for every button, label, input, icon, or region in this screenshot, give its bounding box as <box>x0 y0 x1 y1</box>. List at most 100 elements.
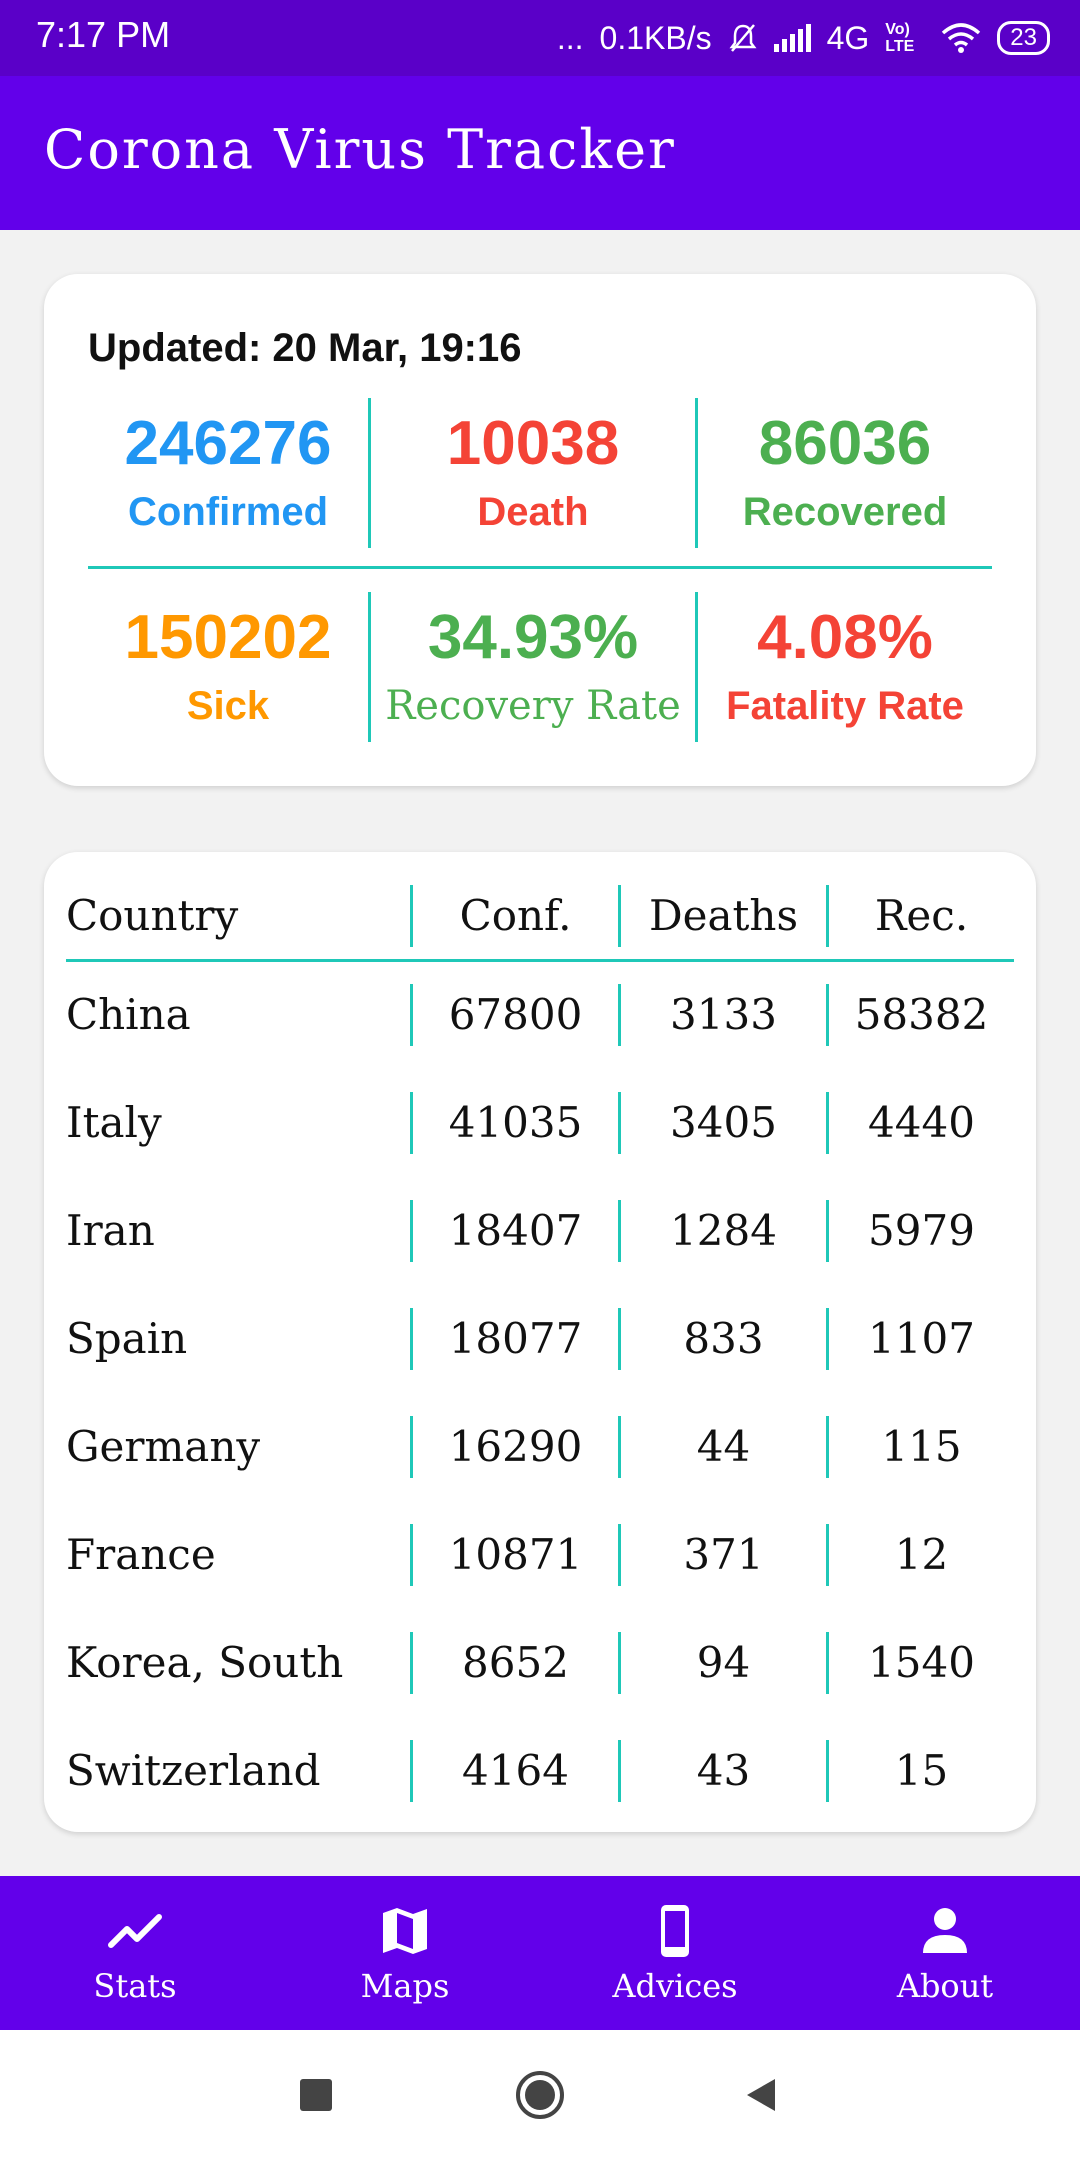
row-country: Switzerland <box>66 1746 321 1795</box>
stat-row-top: 246276 Confirmed 10038 Death 86036 Recov… <box>88 398 992 548</box>
row-country: Italy <box>66 1098 162 1147</box>
sick-label: Sick <box>186 684 270 728</box>
row-recovered: 115 <box>826 1416 1014 1478</box>
status-dots: ... <box>556 19 584 56</box>
stat-row-bottom: 150202 Sick 34.93% Recovery Rate 4.08% F… <box>88 592 992 742</box>
home-button[interactable] <box>505 2060 575 2130</box>
app-bar: Corona Virus Tracker <box>0 76 1080 230</box>
updated-timestamp: Updated: 20 Mar, 19:16 <box>88 326 522 370</box>
row-deaths: 94 <box>618 1632 826 1694</box>
row-deaths: 3133 <box>618 984 826 1046</box>
row-deaths: 43 <box>618 1740 826 1802</box>
nav-maps[interactable]: Maps <box>270 1876 540 2030</box>
nav-advices[interactable]: Advices <box>540 1876 810 2030</box>
nav-about[interactable]: About <box>810 1876 1080 2030</box>
row-confirmed: 8652 <box>410 1632 618 1694</box>
row-confirmed: 10871 <box>410 1524 618 1586</box>
confirmed-value: 246276 <box>124 409 332 478</box>
row-recovered: 1540 <box>826 1632 1014 1694</box>
stat-divider <box>88 566 992 569</box>
row-deaths: 44 <box>618 1416 826 1478</box>
back-button[interactable] <box>726 2060 796 2130</box>
table-row[interactable]: France 10871 371 12 <box>66 1524 1014 1586</box>
row-country: Spain <box>66 1314 188 1363</box>
phone-icon <box>661 1905 689 1957</box>
sick-value: 150202 <box>124 603 332 672</box>
table-row[interactable]: Italy 41035 3405 4440 <box>66 1092 1014 1154</box>
table-row[interactable]: Spain 18077 833 1107 <box>66 1308 1014 1370</box>
row-recovered: 12 <box>826 1524 1014 1586</box>
wifi-icon <box>942 23 981 53</box>
row-recovered: 1107 <box>826 1308 1014 1370</box>
system-nav-bar <box>0 2030 1080 2160</box>
stat-death: 10038 Death <box>368 398 698 548</box>
summary-card: Updated: 20 Mar, 19:16 246276 Confirmed … <box>44 274 1036 786</box>
square-icon <box>300 2079 332 2111</box>
table-header: Country Conf. Deaths Rec. <box>66 872 1014 962</box>
nav-stats[interactable]: Stats <box>0 1876 270 2030</box>
row-recovered: 4440 <box>826 1092 1014 1154</box>
header-recovered: Rec. <box>826 884 1014 947</box>
recovered-value: 86036 <box>758 409 932 478</box>
status-bar: 7:17 PM ... 0.1KB/s 4G Vo) LTE 23 <box>0 0 1080 76</box>
trending-up-icon <box>108 1914 162 1948</box>
network-speed: 0.1KB/s <box>599 19 712 56</box>
row-confirmed: 18077 <box>410 1308 618 1370</box>
recovery-rate-label: Recovery Rate <box>385 683 681 729</box>
stat-recovery-rate: 34.93% Recovery Rate <box>368 592 698 742</box>
signal-icon <box>773 24 811 52</box>
status-time: 7:17 PM <box>36 14 171 55</box>
network-type: 4G <box>826 19 870 56</box>
app-title: Corona Virus Tracker <box>44 118 676 181</box>
header-deaths: Deaths <box>618 884 826 947</box>
row-deaths: 833 <box>618 1308 826 1370</box>
row-country: Iran <box>66 1206 155 1255</box>
stat-confirmed: 246276 Confirmed <box>88 398 368 548</box>
table-row[interactable]: China 67800 3133 58382 <box>66 984 1014 1046</box>
bottom-nav: Stats Maps Advices About <box>0 1876 1080 2030</box>
row-confirmed: 16290 <box>410 1416 618 1478</box>
recovered-label: Recovered <box>742 490 948 534</box>
nav-label: About <box>896 1967 994 2005</box>
stat-grid: 246276 Confirmed 10038 Death 86036 Recov… <box>88 398 992 742</box>
nav-label: Stats <box>93 1967 177 2005</box>
person-icon <box>923 1908 967 1953</box>
stat-sick: 150202 Sick <box>88 592 368 742</box>
confirmed-label: Confirmed <box>128 490 328 534</box>
stat-fatality-rate: 4.08% Fatality Rate <box>698 592 992 742</box>
fatality-rate-value: 4.08% <box>757 603 933 672</box>
row-recovered: 15 <box>826 1740 1014 1802</box>
row-deaths: 3405 <box>618 1092 826 1154</box>
row-confirmed: 4164 <box>410 1740 618 1802</box>
row-recovered: 58382 <box>826 984 1014 1046</box>
battery-icon: 23 <box>997 21 1050 55</box>
death-label: Death <box>477 490 589 534</box>
row-country: Korea, South <box>66 1638 344 1687</box>
row-country: China <box>66 990 191 1039</box>
volte-label: Vo) LTE <box>885 21 915 55</box>
row-deaths: 371 <box>618 1524 826 1586</box>
row-confirmed: 41035 <box>410 1092 618 1154</box>
row-deaths: 1284 <box>618 1200 826 1262</box>
nav-label: Advices <box>612 1967 738 2005</box>
recovery-rate-value: 34.93% <box>427 603 639 672</box>
table-row[interactable]: Switzerland 4164 43 15 <box>66 1740 1014 1802</box>
row-recovered: 5979 <box>826 1200 1014 1262</box>
back-triangle-icon <box>747 2079 775 2111</box>
table-row[interactable]: Iran 18407 1284 5979 <box>66 1200 1014 1262</box>
status-icons: ... 0.1KB/s 4G Vo) LTE 23 <box>557 14 1050 62</box>
fatality-rate-label: Fatality Rate <box>726 684 964 728</box>
row-confirmed: 18407 <box>410 1200 618 1262</box>
row-country: Germany <box>66 1422 261 1471</box>
row-country: France <box>66 1530 216 1579</box>
header-confirmed: Conf. <box>410 884 618 947</box>
table-row[interactable]: Korea, South 8652 94 1540 <box>66 1632 1014 1694</box>
table-row[interactable]: Germany 16290 44 115 <box>66 1416 1014 1478</box>
row-confirmed: 67800 <box>410 984 618 1046</box>
map-icon <box>383 1908 427 1954</box>
stat-recovered: 86036 Recovered <box>698 398 992 548</box>
home-circle-icon <box>516 2071 564 2119</box>
bell-muted-icon <box>729 24 757 52</box>
death-value: 10038 <box>446 409 620 478</box>
recents-button[interactable] <box>281 2060 351 2130</box>
